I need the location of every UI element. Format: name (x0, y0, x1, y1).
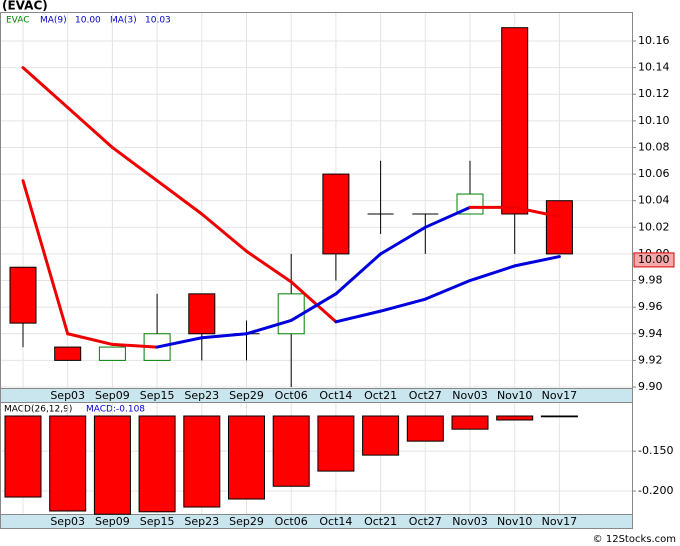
bar (138, 415, 176, 513)
bar (93, 415, 131, 515)
x-tick-label: Oct14 (319, 515, 352, 528)
ma-line (334, 309, 383, 324)
legend-symbol: EVAC (6, 16, 30, 26)
candle-body (9, 266, 37, 324)
footer: © 12Stocks.com (593, 534, 676, 545)
y-tick-label: -0.150 (638, 444, 673, 457)
x-tick-label: Oct14 (319, 389, 352, 402)
ma-line (155, 179, 204, 216)
x-tick-label: Sep03 (50, 515, 85, 528)
y-tick-label: 9.92 (638, 353, 663, 366)
ma-line (379, 225, 427, 256)
candle-body (322, 173, 350, 255)
y-tick-label: 9.96 (638, 300, 663, 313)
ma-line (21, 179, 70, 336)
ma-line (21, 66, 70, 110)
y-tick-label: 10.04 (638, 194, 670, 207)
x-tick-label: Sep09 (95, 389, 130, 402)
candle-body (545, 200, 573, 255)
ma-line (200, 332, 248, 340)
ma-line (513, 205, 561, 219)
bar (183, 415, 221, 508)
candle-body (54, 346, 82, 361)
candle-body (501, 27, 529, 215)
x-tick-label: Oct21 (364, 389, 397, 402)
last-price-box (633, 252, 675, 268)
x-tick-label: Oct27 (409, 515, 442, 528)
x-tick-label: Sep03 (50, 389, 85, 402)
y-tick-label: 9.90 (638, 380, 663, 393)
y-tick-label: 10.16 (638, 34, 670, 47)
ma-line (245, 318, 293, 336)
candle-body (188, 293, 216, 335)
x-tick-label: Nov10 (497, 389, 532, 402)
ma-line (289, 280, 338, 324)
bar (496, 415, 534, 421)
x-tick-label: Sep29 (229, 389, 264, 402)
x-tick-label: Oct27 (409, 389, 442, 402)
ma-line (423, 279, 472, 301)
x-tick-label: Nov03 (452, 389, 487, 402)
bar (362, 415, 400, 456)
ma-line (110, 342, 159, 349)
ma-line (66, 106, 114, 149)
last-price-label: 10.00 (638, 253, 670, 266)
y-tick-label: 10.08 (638, 140, 670, 153)
ma-line (334, 252, 383, 296)
legend-value: 10.00 (75, 16, 101, 26)
x-tick-label: Sep23 (184, 515, 219, 528)
y-tick-label: 10.02 (638, 220, 670, 233)
legend-name: MA(9) (40, 16, 67, 26)
ma-line (289, 292, 338, 322)
ma-line (66, 332, 114, 346)
y-tick-label: 10.10 (638, 114, 670, 127)
legend-value: 10.03 (145, 16, 171, 26)
legend-name: MA(3) (110, 16, 137, 26)
ma-line (200, 212, 248, 253)
x-tick-label: Sep15 (140, 389, 175, 402)
x-tick-label: Nov03 (452, 515, 487, 528)
x-tick-label: Nov17 (542, 389, 577, 402)
bar (272, 415, 310, 487)
y-tick-label: 9.94 (638, 327, 663, 340)
x-tick-label: Oct06 (275, 515, 308, 528)
ma-line (110, 145, 159, 183)
bar (228, 415, 265, 500)
ma-line (468, 264, 517, 283)
macd-legend: MACD:-0.108 (86, 405, 145, 415)
y-tick-label: 9.98 (638, 274, 663, 287)
x-tick-label: Sep29 (229, 515, 264, 528)
ma-line (245, 249, 293, 284)
bar (451, 415, 489, 430)
x-tick-label: Oct21 (364, 515, 397, 528)
bar (49, 415, 87, 512)
bar (406, 415, 444, 442)
chart-title: (EVAC) (2, 0, 48, 13)
bar (540, 415, 578, 418)
bar (4, 415, 42, 498)
candle-body (98, 346, 126, 361)
macd-title: MACD(26,12,9) (4, 405, 72, 415)
x-tick-label: Sep23 (184, 389, 219, 402)
x-tick-label: Sep15 (140, 515, 175, 528)
x-tick-label: Oct06 (275, 389, 308, 402)
ma-line (379, 297, 427, 313)
ma-line (423, 205, 472, 229)
y-tick-label: 10.06 (638, 167, 670, 180)
x-tick-label: Sep09 (95, 515, 130, 528)
y-tick-label: 10.14 (638, 61, 670, 74)
x-tick-label: Nov17 (542, 515, 577, 528)
ma-line (155, 336, 204, 349)
x-tick-label: Nov10 (497, 515, 532, 528)
y-tick-label: -0.200 (638, 484, 673, 497)
bar (317, 415, 355, 472)
date-strip (0, 514, 633, 529)
ma-line (513, 255, 561, 268)
y-tick-label: 10.12 (638, 87, 670, 100)
